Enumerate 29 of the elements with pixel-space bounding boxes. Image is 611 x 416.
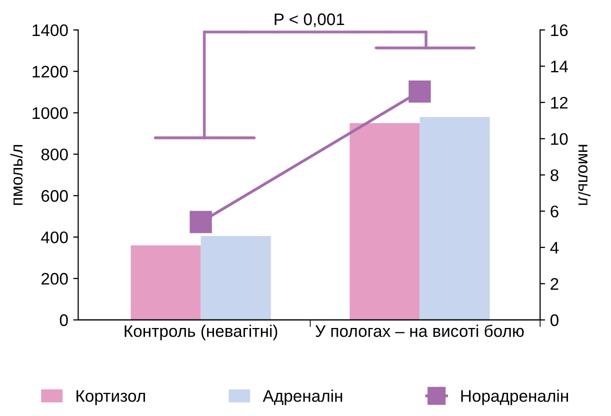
y-tick-label: 600 (42, 190, 68, 202)
legend-label: Адреналін (262, 390, 342, 406)
y2-tick-label: 0 (550, 314, 558, 326)
y2-tick-label: 4 (550, 242, 559, 254)
y2-tick-label: 2 (550, 278, 558, 290)
bar (420, 116, 490, 320)
x-tick-label: Контроль (невагітні) (124, 324, 278, 340)
y2-tick-label: 14 (551, 60, 568, 72)
y2-tick-label: 8 (550, 169, 558, 182)
y2-tick-label: 10 (551, 133, 568, 145)
text: P < 0,001 (274, 13, 344, 28)
y2-tick-label: 12 (551, 96, 568, 108)
y-tick-label: 1400 (32, 24, 68, 36)
bar (350, 123, 420, 320)
y2-axis-title: нмоль/л (578, 144, 591, 205)
y-tick-label: 200 (42, 272, 68, 285)
y-tick-label: 1200 (32, 66, 68, 78)
y-tick-label: 1000 (32, 107, 68, 119)
y2-tick-label: 6 (550, 206, 558, 218)
y-tick-label: 0 (60, 314, 68, 326)
legend-label: Кортизол (76, 390, 145, 406)
y-tick-label: 400 (41, 231, 68, 244)
x-tick-label: У пологах – на висоті болю (315, 324, 524, 338)
bar (200, 236, 271, 320)
y-axis-title: пмоль/л (10, 145, 23, 205)
bar (130, 245, 201, 320)
y2-tick-label: 16 (551, 24, 568, 36)
y-tick-label: 800 (41, 148, 68, 160)
legend-label: Норадреналін (461, 390, 568, 406)
